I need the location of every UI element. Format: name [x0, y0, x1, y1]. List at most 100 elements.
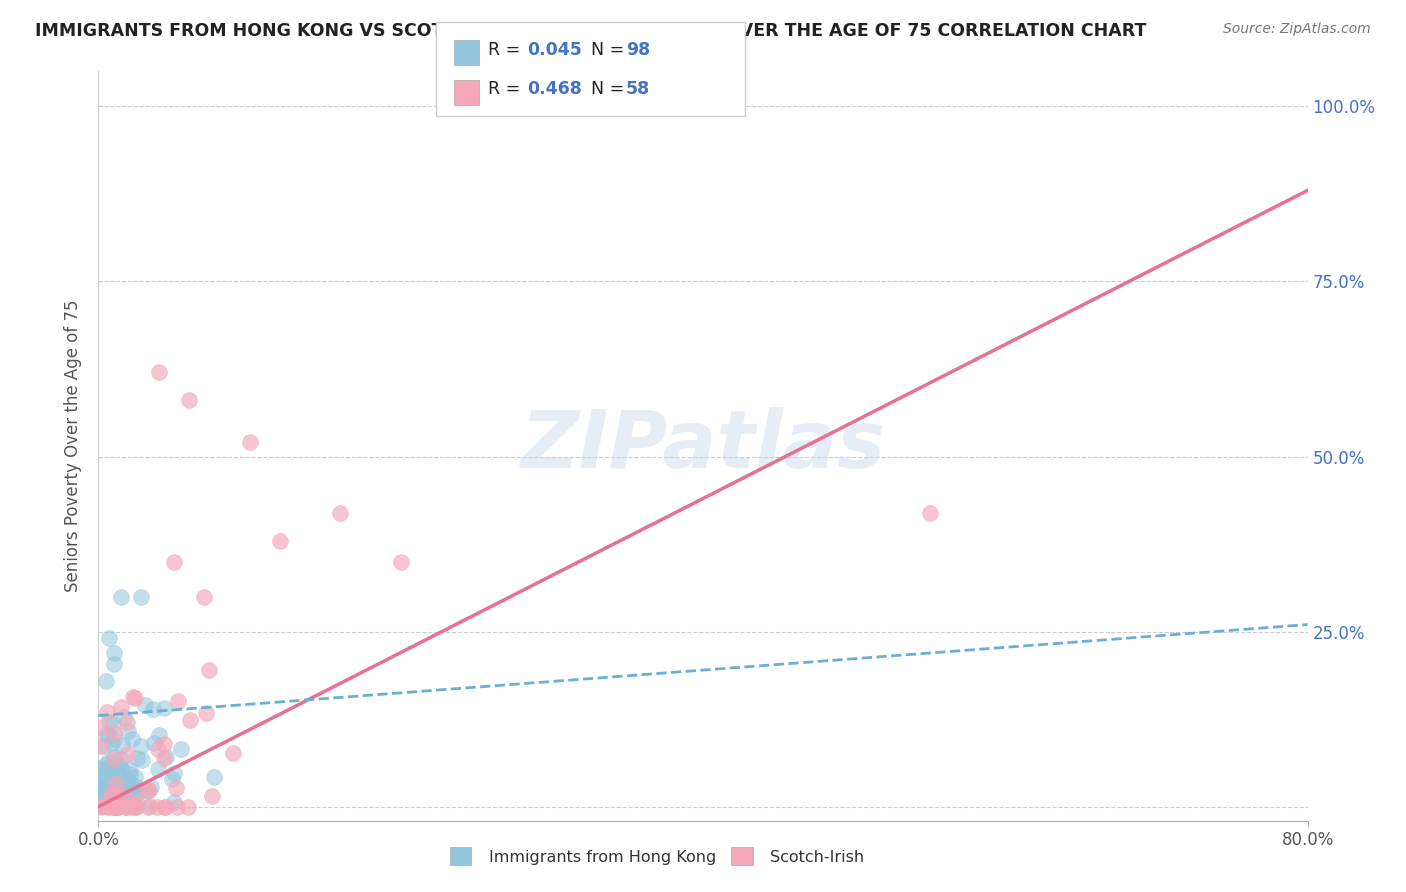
Point [103, 795, 125, 809]
Point [110, 700, 132, 714]
Point [101, 736, 124, 750]
Point [100, 799, 122, 814]
Point [103, 799, 125, 814]
Point [146, 742, 169, 756]
Point [90, 790, 112, 805]
Point [204, 770, 226, 784]
Point [107, 764, 129, 779]
Point [93, 785, 115, 799]
Point [329, 506, 352, 520]
Point [97, 799, 120, 814]
Point [104, 799, 127, 814]
Text: Source: ZipAtlas.com: Source: ZipAtlas.com [1223, 22, 1371, 37]
Point [195, 706, 218, 720]
Point [122, 786, 145, 800]
Point [117, 714, 139, 729]
Point [146, 799, 169, 814]
Point [94, 758, 117, 772]
Point [138, 799, 160, 814]
Point [91, 789, 114, 804]
Point [107, 779, 129, 793]
Point [91, 793, 114, 807]
Point [117, 773, 139, 788]
Point [101, 789, 124, 803]
Point [155, 749, 177, 764]
Point [100, 787, 122, 801]
Point [103, 792, 125, 806]
Point [115, 747, 138, 761]
Point [163, 795, 186, 809]
Point [110, 590, 132, 604]
Point [90, 770, 112, 784]
Point [153, 737, 176, 751]
Text: Scotch-Irish: Scotch-Irish [770, 850, 865, 864]
Point [103, 731, 125, 746]
Point [118, 766, 141, 780]
Point [239, 435, 262, 450]
Point [98, 797, 121, 812]
Point [104, 780, 127, 795]
Point [103, 657, 125, 671]
Point [103, 726, 125, 740]
Point [108, 758, 131, 772]
Point [105, 799, 128, 814]
Point [138, 799, 160, 814]
Point [114, 782, 136, 797]
Point [115, 790, 138, 805]
Point [103, 799, 125, 814]
Text: ZIPatlas: ZIPatlas [520, 407, 886, 485]
Point [91, 772, 114, 786]
Point [91, 783, 114, 797]
Point [125, 799, 148, 814]
Text: R =: R = [488, 79, 526, 97]
Point [115, 779, 138, 793]
Point [179, 393, 201, 408]
Point [96, 772, 118, 787]
Point [111, 777, 134, 791]
Point [115, 799, 138, 814]
Text: Immigrants from Hong Kong: Immigrants from Hong Kong [489, 850, 717, 864]
Point [94, 797, 117, 812]
Point [148, 366, 170, 380]
Point [107, 768, 129, 782]
Point [169, 742, 191, 756]
Point [96, 727, 118, 741]
Point [389, 555, 412, 569]
Point [124, 771, 146, 785]
Point [96, 705, 118, 719]
Point [131, 753, 153, 767]
Point [918, 506, 941, 520]
Point [104, 799, 127, 814]
Point [179, 713, 201, 727]
Point [115, 793, 138, 807]
Point [87, 797, 110, 811]
Text: N =: N = [591, 42, 630, 60]
Point [124, 799, 146, 814]
Point [118, 763, 141, 777]
Point [90, 739, 112, 754]
Point [103, 646, 125, 660]
Point [134, 698, 156, 713]
Point [121, 690, 143, 705]
Point [93, 794, 115, 808]
Point [167, 694, 190, 708]
Point [165, 781, 187, 796]
Point [166, 799, 188, 814]
Point [91, 799, 114, 814]
Point [110, 789, 132, 803]
Point [97, 631, 120, 645]
Point [120, 799, 142, 814]
Point [146, 763, 169, 777]
Point [136, 783, 159, 797]
Point [96, 761, 118, 775]
Text: 98: 98 [626, 42, 650, 60]
Point [105, 799, 128, 814]
Text: N =: N = [591, 79, 630, 97]
Point [193, 590, 215, 604]
Point [93, 789, 115, 803]
Point [115, 789, 138, 803]
Point [136, 783, 159, 797]
Point [163, 555, 186, 569]
Point [103, 794, 125, 808]
Point [90, 720, 112, 734]
